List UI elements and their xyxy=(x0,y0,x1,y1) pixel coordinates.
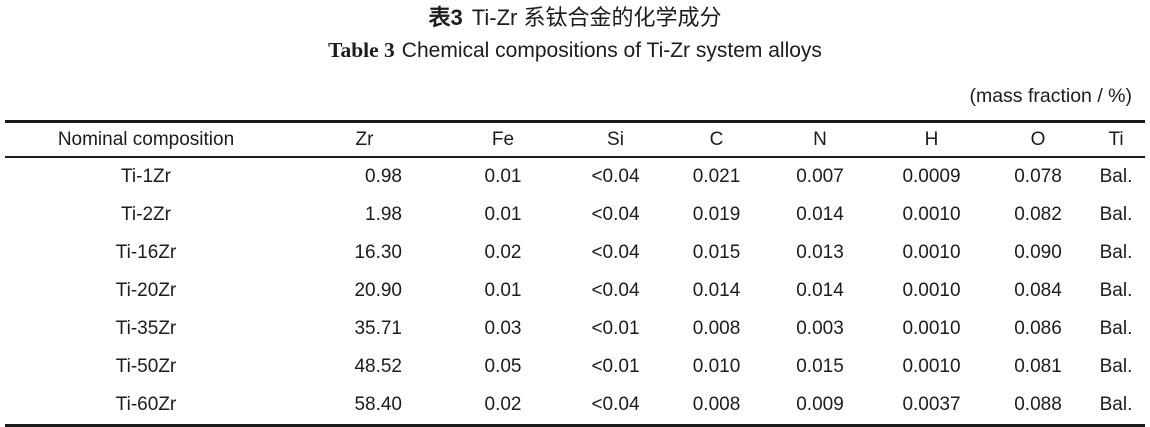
cell-h-value: 0.0010 xyxy=(902,318,961,339)
cell-si-value: <0.04 xyxy=(591,394,640,415)
cell-h-value: 0.0009 xyxy=(902,166,961,187)
cell-o-value: 0.084 xyxy=(1014,280,1062,301)
table-row-ti-50zr: Ti-50Zr 48.52 0.05 <0.01 0.010 0.015 0.0010 0.0… xyxy=(5,348,1145,386)
cell-h-value: 0.0010 xyxy=(902,280,961,301)
column-header-n: N xyxy=(813,128,827,150)
cell-o-value: 0.086 xyxy=(1014,318,1062,339)
column-header-c: C xyxy=(709,128,724,150)
cell-alloy-name: Ti-50Zr xyxy=(115,356,177,377)
cell-o-value: 0.082 xyxy=(1014,204,1062,225)
column-header-ti: Ti xyxy=(1108,128,1124,150)
cell-n-value: 0.014 xyxy=(796,204,844,225)
cell-ti-value: Bal. xyxy=(1099,280,1133,301)
cell-c-value: 0.019 xyxy=(692,204,741,225)
cell-n-value: 0.003 xyxy=(796,318,844,339)
cell-alloy-name: Ti-16Zr xyxy=(115,242,177,263)
chemical-composition-table: Nominal composition Zr Fe Si C N H O Ti Ti-1Zr 0.… xyxy=(5,120,1145,427)
cell-alloy-name: Ti-2Zr xyxy=(121,204,171,225)
cell-zr-value: 16.30 xyxy=(354,242,402,263)
table-row-ti-2zr: Ti-2Zr 1.98 0.01 <0.04 0.019 0.014 0.0010 0.082… xyxy=(5,196,1145,234)
cell-alloy-name: Ti-35Zr xyxy=(115,318,177,339)
cell-n-value: 0.007 xyxy=(796,166,844,187)
cell-h-value: 0.0037 xyxy=(902,394,961,415)
cell-fe-value: 0.05 xyxy=(484,356,522,377)
cell-alloy-name: Ti-60Zr xyxy=(115,394,177,415)
cell-c-value: 0.008 xyxy=(692,318,741,339)
cell-n-value: 0.013 xyxy=(796,242,844,263)
cell-o-value: 0.078 xyxy=(1014,166,1062,187)
cell-fe-value: 0.02 xyxy=(484,394,522,415)
cell-alloy-name: Ti-20Zr xyxy=(115,280,177,301)
table-row-ti-35zr: Ti-35Zr 35.71 0.03 <0.01 0.008 0.003 0.0010 0.0… xyxy=(5,310,1145,348)
cell-c-value: 0.014 xyxy=(692,280,741,301)
column-header-fe: Fe xyxy=(491,128,515,150)
cell-si-value: <0.04 xyxy=(591,280,640,301)
cell-si-value: <0.01 xyxy=(591,356,640,377)
table-caption-en-number: Table 3 xyxy=(328,38,395,62)
cell-zr-value: 48.52 xyxy=(354,356,402,377)
cell-h-value: 0.0010 xyxy=(902,356,961,377)
cell-n-value: 0.014 xyxy=(796,280,844,301)
cell-c-value: 0.010 xyxy=(692,356,741,377)
cell-zr-value: 0.98 xyxy=(365,166,402,187)
cell-ti-value: Bal. xyxy=(1099,166,1133,187)
table-caption-english: Table 3 Chemical compositions of Ti-Zr sy… xyxy=(0,37,1150,64)
table-caption-chinese: 表3 Ti-Zr 系钛合金的化学成分 xyxy=(0,0,1150,31)
cell-ti-value: Bal. xyxy=(1099,394,1133,415)
cell-o-value: 0.090 xyxy=(1014,242,1062,263)
cell-alloy-name: Ti-1Zr xyxy=(121,166,171,187)
table-row-ti-16zr: Ti-16Zr 16.30 0.02 <0.04 0.015 0.013 0.0010 0.0… xyxy=(5,234,1145,272)
cell-o-value: 0.088 xyxy=(1014,394,1062,415)
cell-si-value: <0.04 xyxy=(591,166,640,187)
cell-fe-value: 0.01 xyxy=(484,280,522,301)
cell-zr-value: 58.40 xyxy=(354,394,402,415)
cell-zr-value: 1.98 xyxy=(365,204,402,225)
cell-h-value: 0.0010 xyxy=(902,242,961,263)
table-row-ti-1zr: Ti-1Zr 0.98 0.01 <0.04 0.021 0.007 0.0009 0.078… xyxy=(5,157,1145,196)
column-header-si: Si xyxy=(607,128,624,150)
table-row-ti-20zr: Ti-20Zr 20.90 0.01 <0.04 0.014 0.014 0.0010 0.0… xyxy=(5,272,1145,310)
cell-n-value: 0.009 xyxy=(796,394,844,415)
table-head: Nominal composition Zr Fe Si C N H O Ti xyxy=(5,122,1145,157)
cell-si-value: <0.01 xyxy=(591,318,640,339)
cell-ti-value: Bal. xyxy=(1099,356,1133,377)
column-header-zr: Zr xyxy=(355,128,374,150)
cell-zr-value: 35.71 xyxy=(354,318,402,339)
column-header-h: H xyxy=(924,128,939,150)
table-caption-cn-text: Ti-Zr 系钛合金的化学成分 xyxy=(471,5,722,30)
cell-ti-value: Bal. xyxy=(1099,242,1133,263)
cell-n-value: 0.015 xyxy=(796,356,844,377)
cell-fe-value: 0.01 xyxy=(484,204,522,225)
cell-c-value: 0.008 xyxy=(692,394,741,415)
cell-fe-value: 0.03 xyxy=(484,318,522,339)
cell-ti-value: Bal. xyxy=(1099,204,1133,225)
cell-h-value: 0.0010 xyxy=(902,204,961,225)
table-caption-en-text: Chemical compositions of Ti-Zr system al… xyxy=(401,39,822,62)
column-header-nominal-composition: Nominal composition xyxy=(57,128,235,150)
cell-si-value: <0.04 xyxy=(591,242,640,263)
cell-fe-value: 0.01 xyxy=(484,166,522,187)
cell-fe-value: 0.02 xyxy=(484,242,522,263)
column-header-o: O xyxy=(1030,128,1046,150)
mass-fraction-unit-note: (mass fraction / %) xyxy=(969,85,1132,107)
cell-o-value: 0.081 xyxy=(1014,356,1062,377)
table-row-ti-60zr: Ti-60Zr 58.40 0.02 <0.04 0.008 0.009 0.0037 0.0… xyxy=(5,386,1145,426)
cell-c-value: 0.015 xyxy=(692,242,741,263)
cell-ti-value: Bal. xyxy=(1099,318,1133,339)
table-body: Ti-1Zr 0.98 0.01 <0.04 0.021 0.007 0.0009 0.078… xyxy=(5,157,1145,426)
cell-c-value: 0.021 xyxy=(692,166,741,187)
cell-si-value: <0.04 xyxy=(591,204,640,225)
cell-zr-value: 20.90 xyxy=(354,280,402,301)
header-row: Nominal composition Zr Fe Si C N H O Ti xyxy=(5,122,1145,157)
table-caption-cn-number: 表3 xyxy=(428,5,463,30)
